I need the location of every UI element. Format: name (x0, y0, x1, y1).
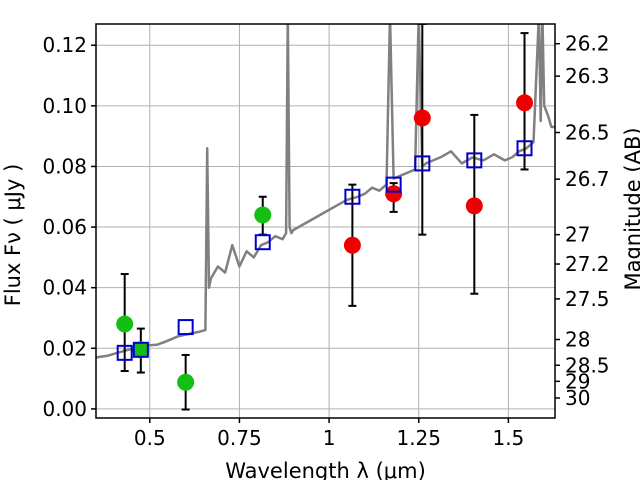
data-layer (96, 24, 555, 411)
y2-tick-label: 27.5 (565, 287, 610, 311)
y-tick-label: 0.00 (42, 397, 87, 421)
x-tick-label: 1 (323, 426, 336, 450)
data-point-circle (465, 197, 483, 215)
model-point-square (414, 155, 431, 172)
axes: 0.5 0.75 1 1.25 1.5 0.00 0.02 0.04 0.06 0.08 0.10 0… (42, 23, 610, 450)
data-point-circle (254, 206, 272, 224)
model-point-square (132, 341, 149, 358)
y-tick-label: 0.08 (42, 154, 87, 178)
x-tick-label: 1.25 (396, 426, 441, 450)
y-tick-label: 0.06 (42, 215, 87, 239)
data-point-circle (116, 315, 134, 333)
model-spectrum-line (96, 24, 555, 359)
y2-tick-label: 29 (565, 369, 590, 393)
x-tick-label: 0.75 (217, 426, 262, 450)
y2-tick-label: 30 (565, 386, 590, 410)
x-tick-label: 1.5 (492, 426, 524, 450)
y2-tick-label: 27 (565, 223, 590, 247)
y2-tick-label: 26.3 (565, 64, 610, 88)
model-point-square (116, 344, 133, 361)
model-point-square (516, 140, 533, 157)
plot-area (96, 24, 555, 411)
model-point-square (466, 152, 483, 169)
data-point-circle (516, 94, 534, 112)
y2-tick-label: 26.5 (565, 121, 610, 145)
x-axis-label: Wavelength λ (μm) (225, 459, 426, 480)
y-tick-label: 0.04 (42, 276, 87, 300)
y2-tick-label: 28 (565, 328, 590, 352)
y2-axis-label: Magnitude (AB) (621, 127, 640, 290)
y2-tick-label: 26.2 (565, 32, 610, 56)
y2-tick-label: 26.7 (565, 167, 610, 191)
y-tick-label: 0.12 (42, 33, 87, 57)
data-point-circle (385, 185, 403, 203)
model-point-square (254, 234, 271, 251)
data-point-circle (413, 109, 431, 127)
x-tick-label: 0.5 (134, 426, 166, 450)
data-point-circle (343, 236, 361, 254)
y-tick-label: 0.02 (42, 336, 87, 360)
model-point-square (344, 188, 361, 205)
data-point-circle (132, 341, 150, 359)
y2-tick-label: 27.2 (565, 252, 610, 276)
data-point-circle (177, 373, 195, 391)
y2-tick-label: 28.5 (565, 353, 610, 377)
y-axis-label: Flux Fν ( μJy ) (1, 164, 25, 307)
model-point-square (385, 176, 402, 193)
model-point-square (177, 319, 194, 336)
plot-frame (95, 23, 556, 419)
y-tick-label: 0.10 (42, 94, 87, 118)
